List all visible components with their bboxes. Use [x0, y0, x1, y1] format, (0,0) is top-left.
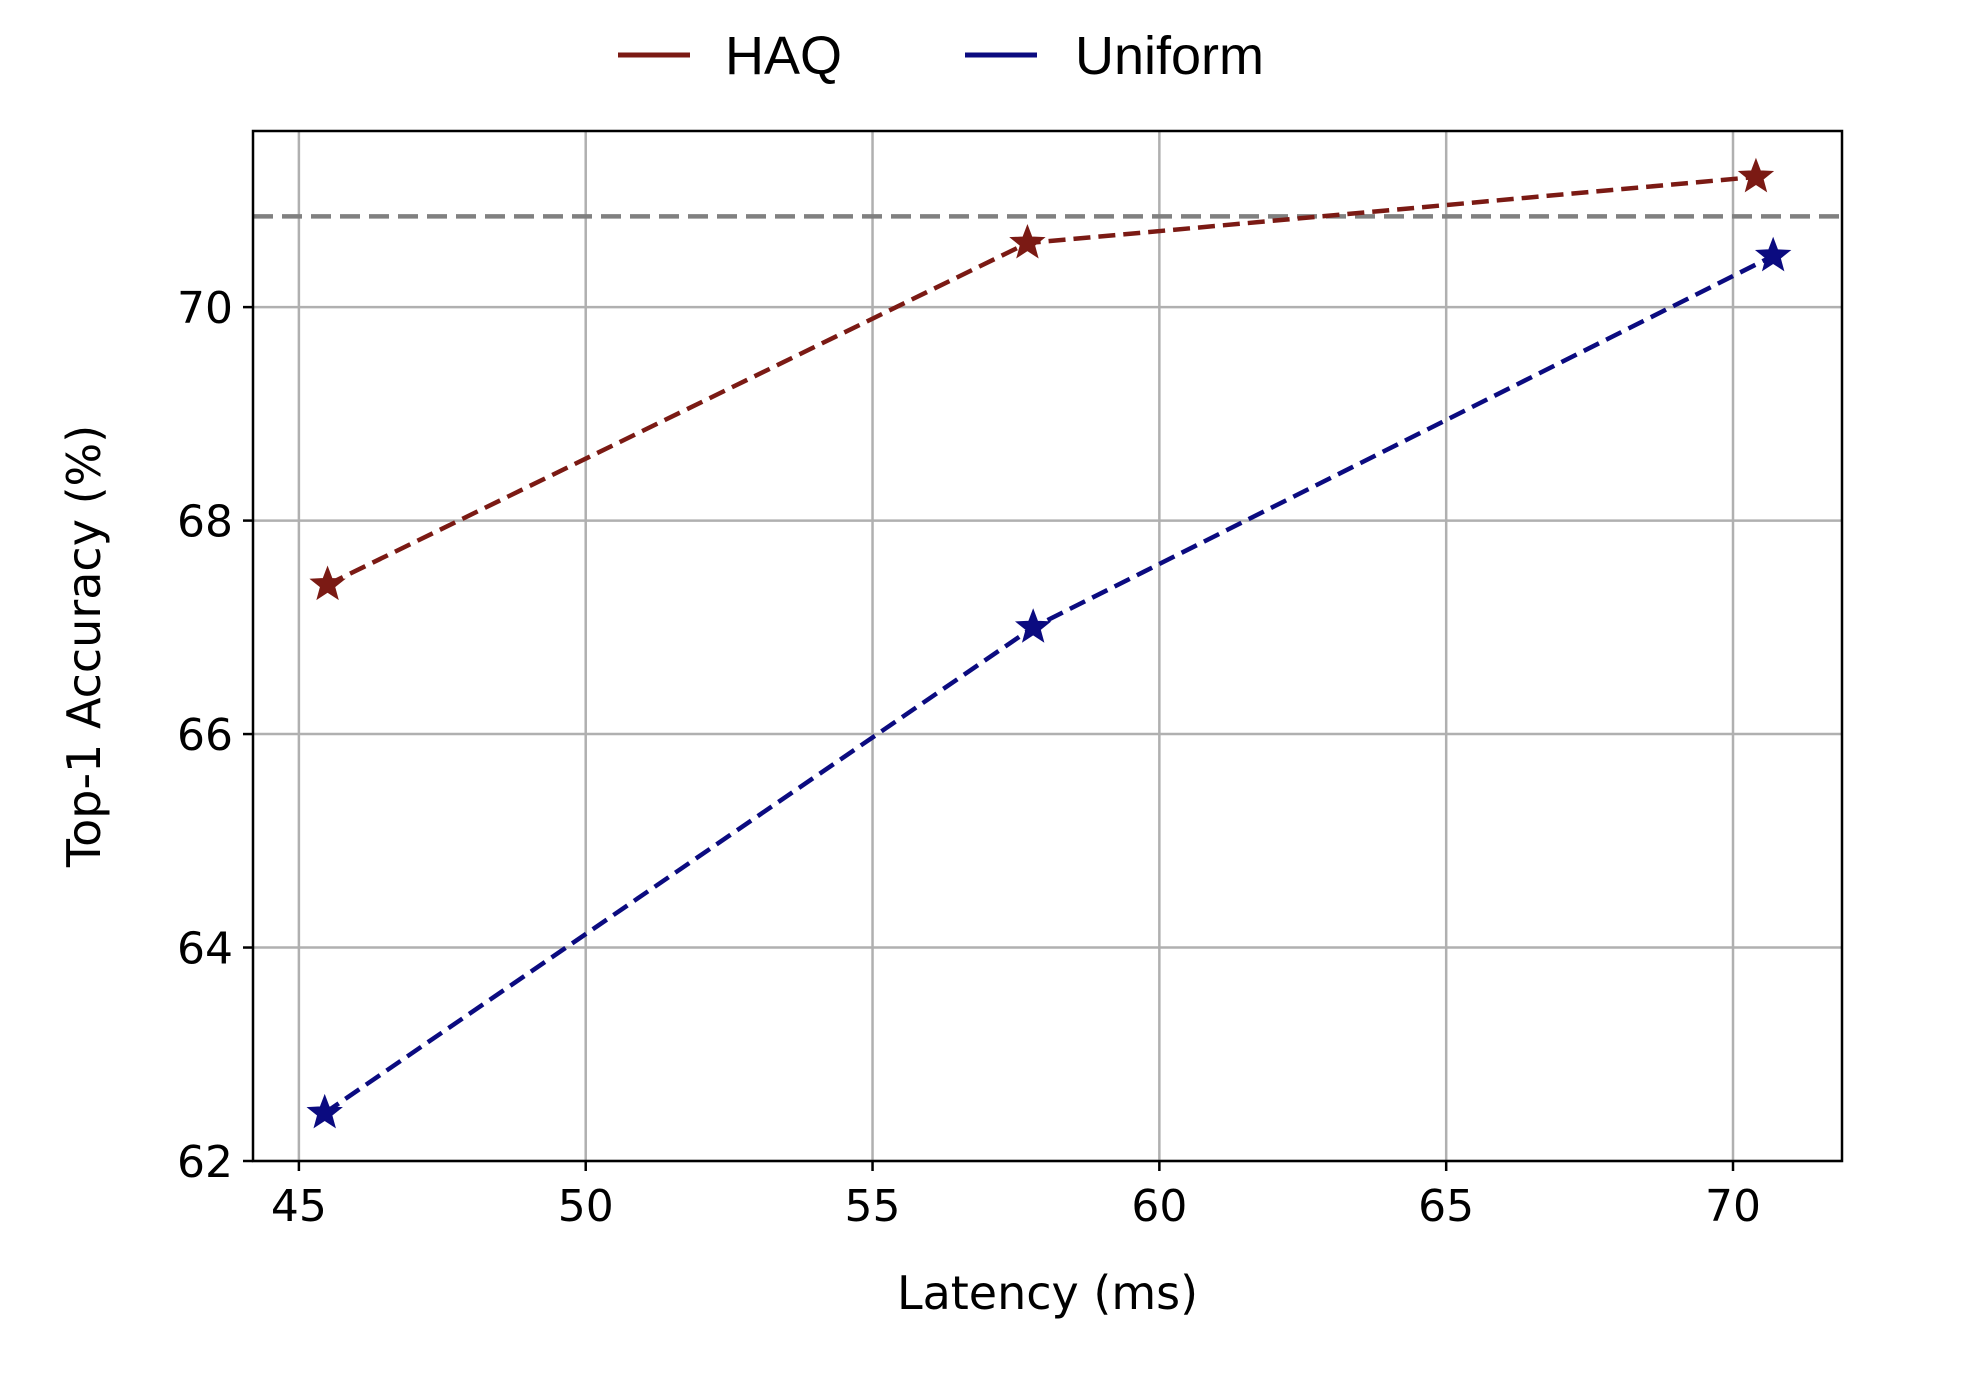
y-tick-label: 66 [177, 710, 233, 761]
y-tick-label: 70 [177, 283, 233, 334]
legend: HAQ Uniform [618, 26, 1264, 86]
data-point-uniform [1754, 236, 1792, 272]
x-tick-label: 45 [271, 1181, 327, 1232]
data-point-haq [1009, 223, 1046, 259]
y-tick-label: 68 [177, 497, 233, 548]
x-tick-label: 70 [1705, 1181, 1761, 1232]
legend-label-uniform: Uniform [1075, 26, 1264, 86]
series-haq [309, 157, 1775, 601]
data-point-haq [1737, 157, 1775, 193]
x-tick-label: 50 [558, 1181, 614, 1232]
x-tick-label: 55 [845, 1181, 901, 1232]
x-tick-label: 60 [1131, 1181, 1187, 1232]
plot-frame [251, 129, 1844, 1163]
series-uniform [306, 236, 1792, 1129]
grid [253, 131, 1842, 1163]
data-point-haq [309, 565, 346, 601]
y-axis-title: Top-1 Accuracy (%) [57, 425, 111, 868]
x-axis-title: Latency (ms) [897, 1266, 1198, 1320]
x-tick-label: 65 [1418, 1181, 1474, 1232]
series-layer [306, 157, 1792, 1129]
y-tick-label: 62 [177, 1137, 233, 1188]
series-line-uniform [323, 253, 1775, 1115]
data-point-uniform [1014, 608, 1052, 643]
y-tick-label: 64 [177, 924, 233, 975]
ticks: 45 50 55 60 65 70 62 64 66 68 70 [177, 283, 1761, 1232]
legend-label-haq: HAQ [725, 26, 842, 86]
data-point-uniform [306, 1093, 343, 1129]
